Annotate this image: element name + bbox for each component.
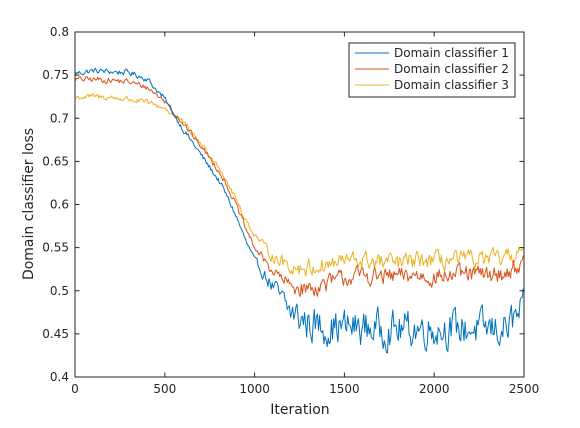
x-axis-label: Iteration [270,402,329,418]
x-tick-label: 0 [71,382,79,396]
legend-label-1: Domain classifier 1 [394,46,509,60]
x-tick-label: 2500 [509,382,540,396]
series-line-2 [74,76,524,298]
y-tick-label: 0.7 [50,111,69,125]
y-tick-label: 0.5 [50,284,69,298]
series-line-3 [74,93,524,277]
x-tick-label: 1000 [239,382,270,396]
series-layer [74,67,524,354]
y-axis-label: Domain classifier loss [21,128,37,280]
y-tick-label: 0.75 [42,68,69,82]
y-tick-label: 0.55 [42,241,69,255]
axes-layer: 0 500 1000 1500 2000 2500 0.4 0.45 0.5 0.55 0.6 0.6… [42,25,539,396]
legend-label-2: Domain classifier 2 [394,62,509,76]
y-tick-label: 0.45 [42,327,69,341]
legend-label-3: Domain classifier 3 [394,78,509,92]
y-tick-label: 0.6 [50,198,69,212]
x-tick-label: 500 [153,382,176,396]
x-tick-label: 1500 [329,382,360,396]
y-tick-label: 0.4 [50,370,69,384]
legend: Domain classifier 1 Domain classifier 2 Do… [348,42,516,98]
series-line-1 [74,67,524,354]
y-tick-label: 0.8 [50,25,69,39]
y-tick-label: 0.65 [42,154,69,168]
legend-box [348,42,516,98]
x-tick-label: 2000 [419,382,450,396]
